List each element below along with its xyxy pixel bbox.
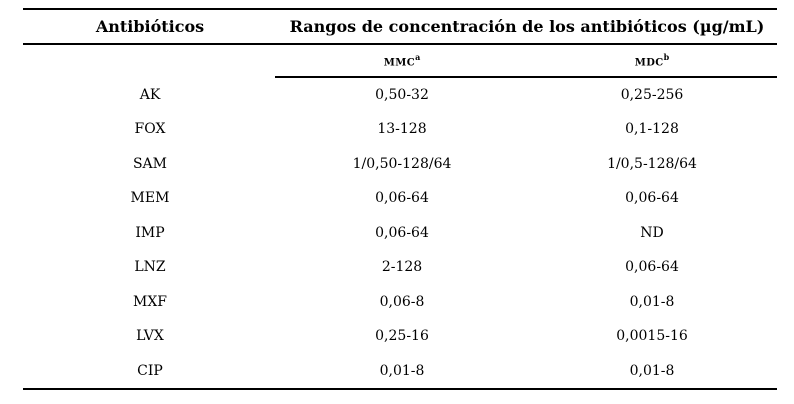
- antibiotic-code: LVX: [136, 328, 164, 345]
- table-row: FOX 13-128 0,1-128: [23, 112, 777, 147]
- subheader-mdc-footnote-mark: b: [663, 51, 670, 62]
- antibiotic-code: MEM: [130, 190, 170, 207]
- table-row: IMP 0,06-64 ND: [23, 216, 777, 251]
- top-rule: [23, 8, 777, 10]
- table-header-row: Antibióticos Rangos de concentración de …: [23, 10, 777, 43]
- mmc-value: 0,06-64: [375, 190, 429, 207]
- subheader-mmc-label: MMC: [383, 57, 416, 69]
- antibiotic-code: MXF: [132, 293, 167, 310]
- mmc-value: 13-128: [377, 121, 427, 138]
- antibiotic-code: CIP: [137, 362, 163, 379]
- subheader-rule: [275, 76, 777, 78]
- mmc-value: 0,25-16: [375, 328, 429, 345]
- subheader-mdc: MDCb: [527, 51, 777, 69]
- mdc-value: ND: [640, 224, 664, 241]
- antibiotic-code: SAM: [132, 155, 168, 172]
- table-row: CIP 0,01-8 0,01-8: [23, 354, 777, 389]
- mmc-value: 1/0,50-128/64: [352, 155, 452, 172]
- subheader-mdc-label: MDC: [634, 57, 664, 69]
- mdc-value: 0,06-64: [625, 259, 679, 276]
- mdc-value: 0,06-64: [625, 190, 679, 207]
- table-row: MXF 0,06-8 0,01-8: [23, 285, 777, 320]
- table-body: AK 0,50-32 0,25-256 FOX 13-128 0,1-128 S…: [23, 78, 777, 389]
- subheader-mmc-footnote-mark: a: [415, 51, 421, 62]
- column-header-antibiotics: Antibióticos: [95, 16, 205, 36]
- mdc-value: 0,01-8: [629, 293, 675, 310]
- mdc-value: 0,25-256: [620, 86, 684, 103]
- mdc-value: 1/0,5-128/64: [607, 155, 697, 172]
- mmc-value: 2-128: [381, 259, 423, 276]
- antibiotic-code: LNZ: [134, 259, 166, 276]
- table-row: MEM 0,06-64 0,06-64: [23, 181, 777, 216]
- group-header-concentration-ranges: Rangos de concentración de los antibióti…: [289, 16, 765, 36]
- table-row: LVX 0,25-16 0,0015-16: [23, 319, 777, 354]
- table-row: AK 0,50-32 0,25-256: [23, 78, 777, 113]
- subheader-mmc: MMCa: [277, 51, 527, 69]
- mmc-value: 0,01-8: [379, 362, 425, 379]
- mdc-value: 0,0015-16: [616, 328, 688, 345]
- antibiotic-code: FOX: [134, 121, 166, 138]
- antibiotics-concentration-table: Antibióticos Rangos de concentración de …: [23, 8, 777, 390]
- mdc-value: 0,01-8: [629, 362, 675, 379]
- table-row: SAM 1/0,50-128/64 1/0,5-128/64: [23, 147, 777, 182]
- mmc-value: 0,06-64: [375, 224, 429, 241]
- antibiotic-code: AK: [139, 86, 161, 103]
- table-row: LNZ 2-128 0,06-64: [23, 250, 777, 285]
- bottom-rule: [23, 388, 777, 390]
- table-subheader-row: MMCa MDCb: [23, 45, 777, 76]
- mdc-value: 0,1-128: [625, 121, 679, 138]
- mmc-value: 0,06-8: [379, 293, 425, 310]
- antibiotic-code: IMP: [135, 224, 165, 241]
- mmc-value: 0,50-32: [375, 86, 429, 103]
- header-rule: [23, 43, 777, 45]
